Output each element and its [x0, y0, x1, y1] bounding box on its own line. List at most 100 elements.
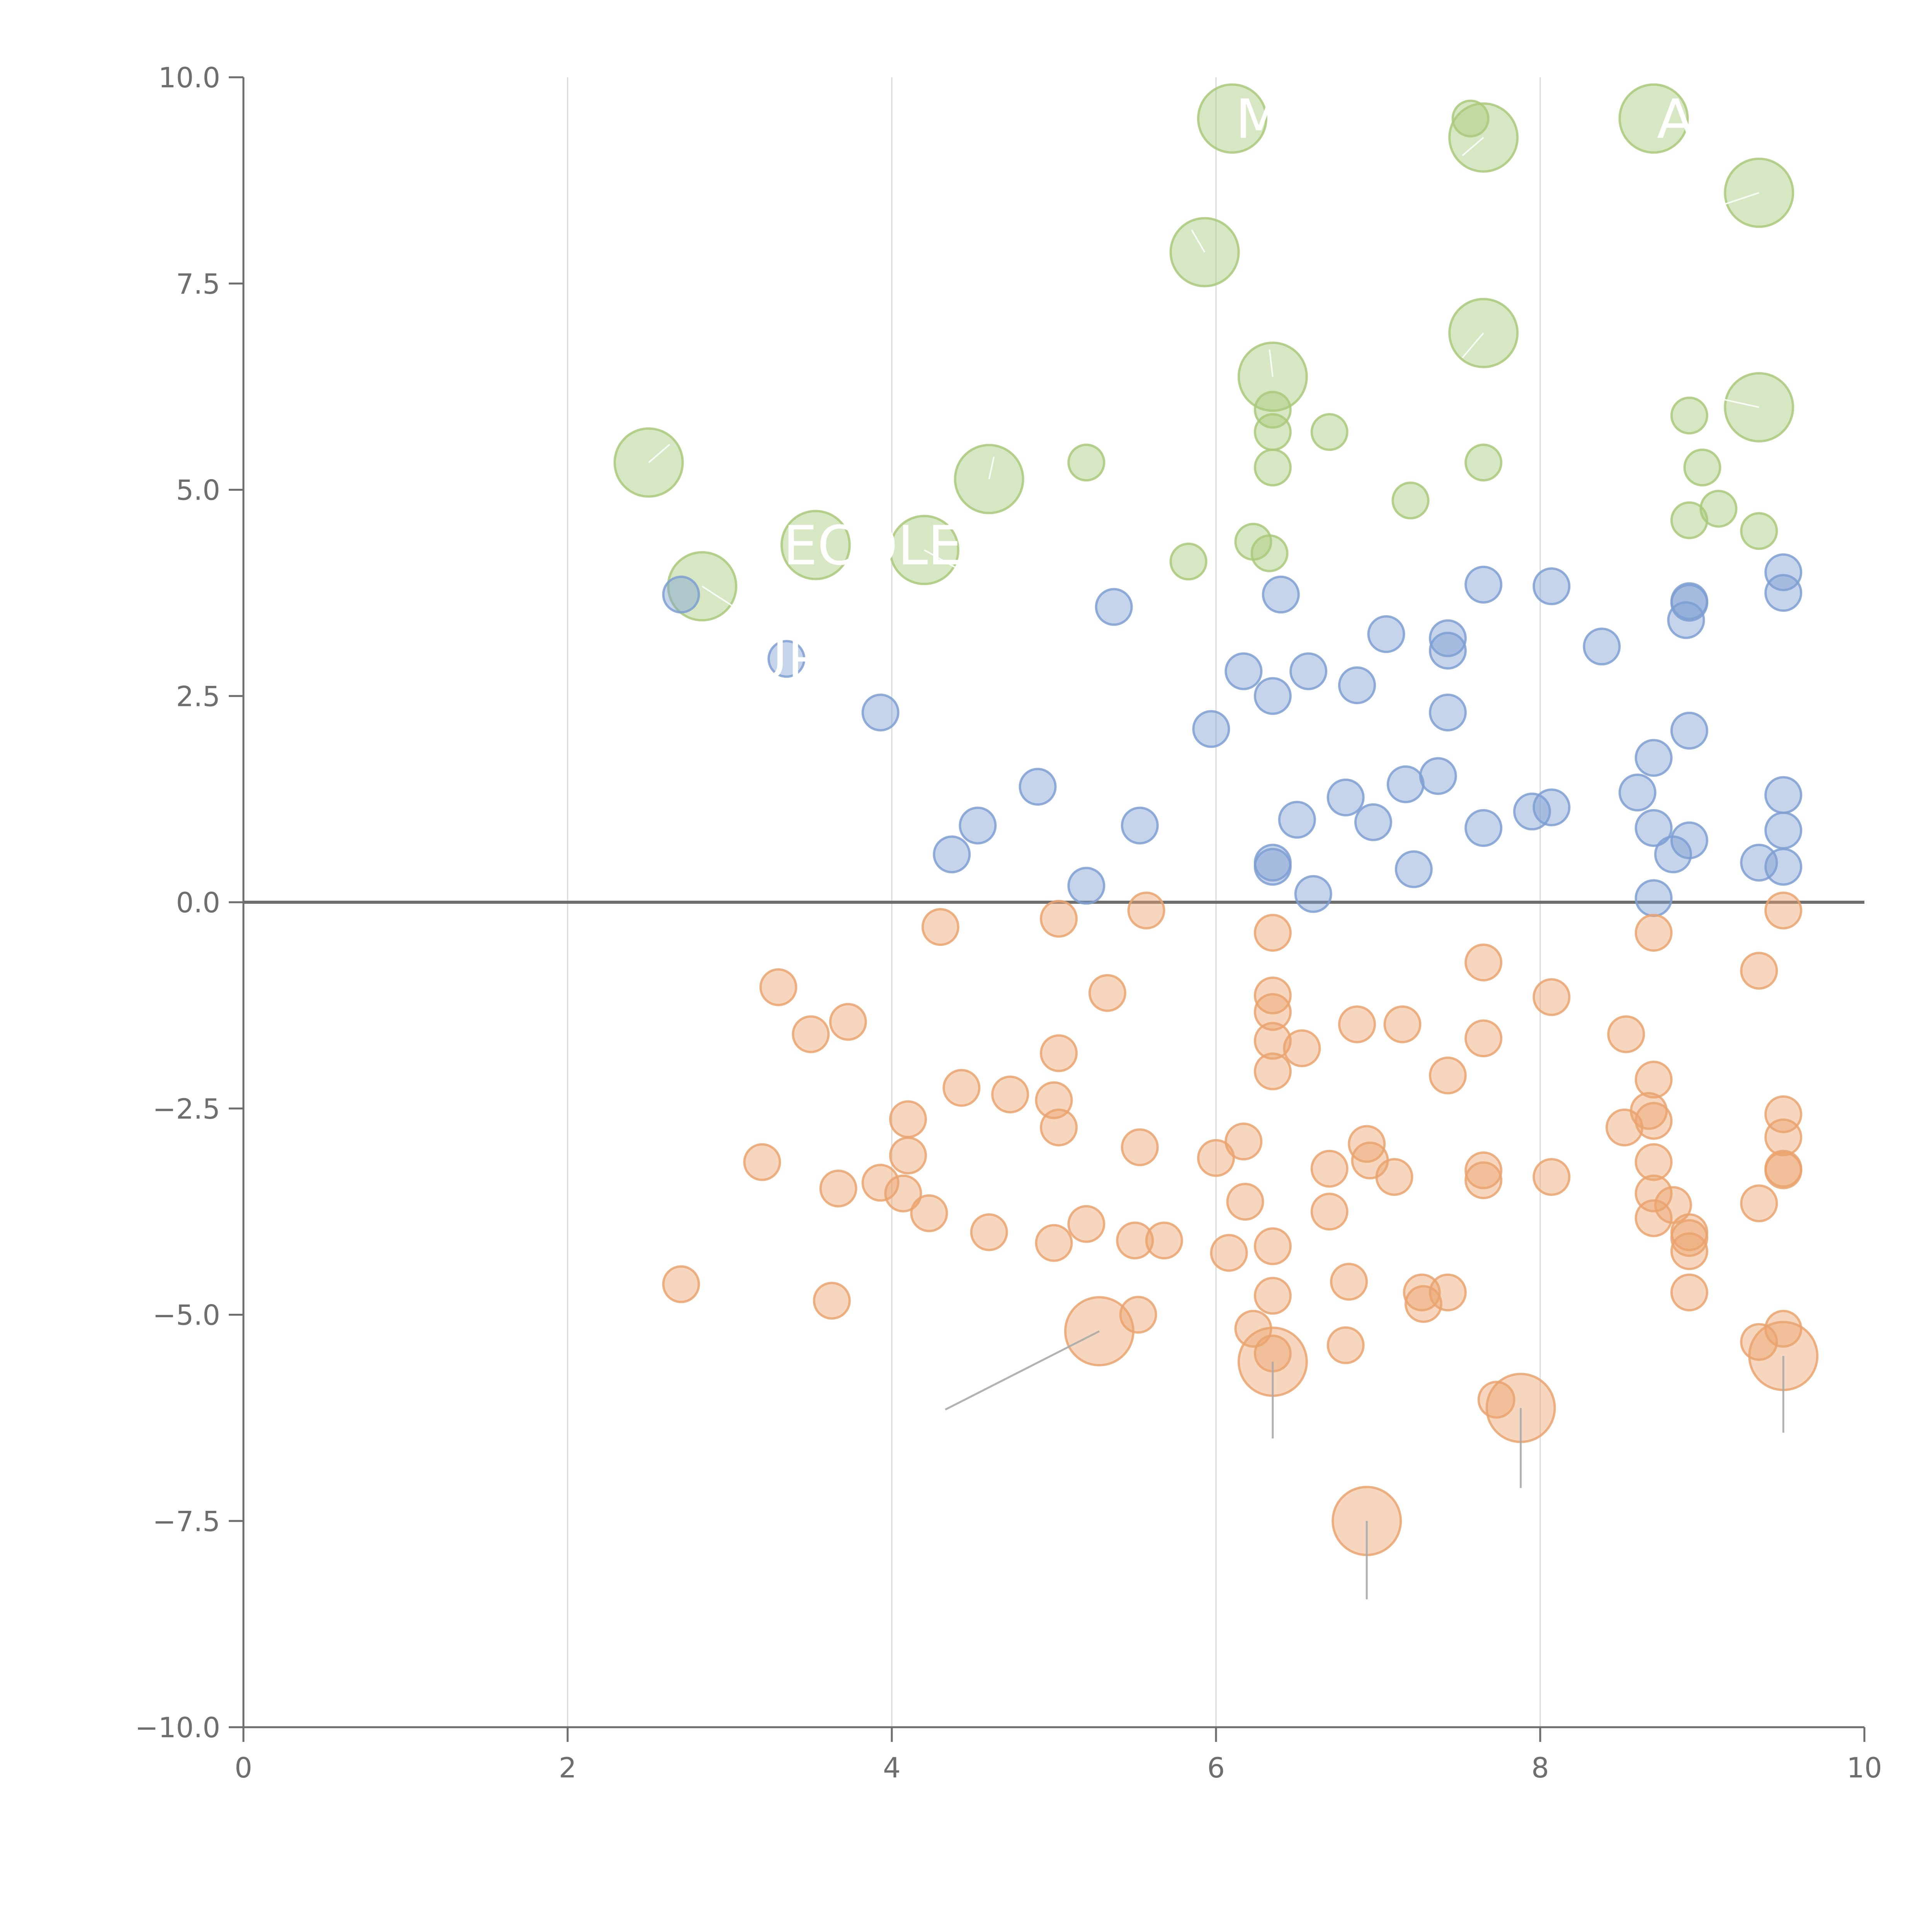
x-tick-label: 6	[1207, 1752, 1225, 1784]
y-tick-label: −5.0	[153, 1299, 220, 1332]
bubble-orange-80	[1764, 1310, 1803, 1348]
bubble-orange-5	[1634, 913, 1673, 952]
bubble-green-26	[1250, 534, 1289, 572]
x-tick-label: 2	[559, 1752, 577, 1784]
x-tick-label: 10	[1847, 1752, 1882, 1784]
bubble-orange-78	[1119, 1296, 1157, 1334]
bubble-orange-12	[1253, 993, 1292, 1031]
bubble-orange-10	[1253, 976, 1292, 1015]
bubble-blue-19	[861, 693, 900, 731]
bubble-blue-21	[1192, 710, 1230, 748]
bubble-orange-41	[743, 1143, 781, 1181]
bubble-orange-33	[1040, 1108, 1078, 1146]
y-tick-label: 2.5	[176, 680, 220, 713]
bubble-blue-11	[1429, 619, 1467, 657]
x-tick-label: 4	[883, 1752, 901, 1784]
leader-line-3	[1462, 332, 1484, 359]
bubble-blue-40	[933, 835, 971, 874]
bubble-orange-58	[1310, 1192, 1349, 1231]
bubble-blue-49	[1634, 879, 1673, 917]
bubble-orange-15	[1383, 1005, 1422, 1043]
bubble-blue-4	[1262, 575, 1300, 614]
bubble-orange-71	[662, 1265, 700, 1303]
bubble-label-a: A	[1657, 88, 1694, 151]
bubble-orange-43	[1310, 1150, 1349, 1188]
bubble-green-9	[1253, 391, 1292, 429]
bubble-blue-18	[1253, 677, 1292, 715]
bubble-blue-39	[1670, 821, 1708, 859]
bubble-green-12	[1670, 396, 1708, 435]
bubble-orange-34	[1764, 1118, 1803, 1156]
bubble-green-20	[1699, 490, 1738, 528]
bubble-green-15	[1067, 444, 1105, 482]
bubble-orange-68	[1670, 1232, 1708, 1270]
bubble-orange-70	[1330, 1263, 1368, 1301]
bubble-orange-26	[991, 1075, 1029, 1114]
bubble-blue-3	[662, 575, 700, 614]
bubble-green-19	[1391, 481, 1430, 520]
bubble-orange-19	[1464, 1019, 1503, 1058]
leader-line-6	[648, 444, 670, 463]
bubble-blue-29	[1327, 778, 1365, 816]
bubble-orange-46	[1464, 1151, 1503, 1189]
bubble-orange-54	[1226, 1183, 1264, 1221]
bubble-blue-41	[1654, 835, 1692, 874]
bubble-orange-55	[1740, 1184, 1778, 1223]
bubble-blue-43	[1740, 844, 1778, 882]
bubble-blue-23	[1634, 739, 1673, 777]
bubble-blue-33	[1354, 803, 1392, 841]
bubble-orange-45	[1764, 1151, 1803, 1189]
bubble-blue-37	[1634, 809, 1673, 847]
bubble-blue-31	[1513, 793, 1551, 831]
leader-line-1	[1462, 137, 1484, 156]
bubble-blue-26	[1386, 765, 1425, 803]
bubble-orange-2	[1040, 900, 1078, 938]
bubble-orange-52	[884, 1174, 922, 1213]
bubble-orange-59	[1634, 1199, 1673, 1237]
bubble-blue-17	[1338, 666, 1376, 704]
bubble-blue-35	[1121, 806, 1159, 845]
bubble-blue-28	[1764, 776, 1803, 814]
bubble-orange-23	[1429, 1056, 1467, 1095]
bubble-orange-83	[1327, 1326, 1365, 1364]
bubble-orange-14	[1338, 1005, 1376, 1043]
leader-line-4	[1269, 349, 1274, 377]
bubble-blue-13	[1429, 631, 1467, 670]
bubble-green-0	[1197, 83, 1267, 154]
bubble-orange-25	[942, 1069, 981, 1107]
bubble-orange-37	[1121, 1128, 1159, 1167]
bubble-orange-65	[1145, 1221, 1183, 1260]
y-tick-label: −2.5	[153, 1093, 220, 1125]
bubble-green-18	[1683, 448, 1721, 486]
bubble-orange-49	[1464, 1161, 1503, 1199]
bubble-label-m: M	[1235, 88, 1282, 151]
bubble-label-ecole: ECOLE	[783, 515, 962, 578]
x-tick-label: 0	[235, 1752, 252, 1784]
bubble-blue-48	[1294, 875, 1332, 913]
bubble-orange-75	[1253, 1277, 1292, 1315]
bubble-green-11	[1310, 413, 1349, 451]
bubble-blue-0	[1764, 553, 1803, 591]
bubble-blue-2	[1532, 567, 1571, 605]
bubble-orange-24	[1634, 1061, 1673, 1099]
bubble-green-3	[1618, 83, 1689, 154]
bubble-blue-20	[1429, 693, 1467, 731]
bubble-green-23	[780, 510, 851, 580]
bubble-orange-31	[1634, 1102, 1673, 1140]
leader-line-0	[1191, 229, 1206, 253]
bubble-orange-57	[910, 1194, 948, 1232]
bubble-orange-3	[921, 908, 959, 946]
bubble-orange-77	[1404, 1285, 1442, 1323]
leader-line-8	[923, 549, 957, 569]
bubble-orange-50	[861, 1163, 900, 1202]
bubble-blue-5	[1764, 574, 1803, 612]
bubble-orange-69	[1210, 1234, 1248, 1272]
bubble-orange-38	[889, 1136, 927, 1175]
bubble-orange-4	[1253, 913, 1292, 952]
bubble-orange-16	[792, 1015, 830, 1053]
bubble-orange-42	[1634, 1143, 1673, 1181]
bubble-orange-48	[1532, 1158, 1571, 1196]
bubble-orange-9	[1088, 974, 1126, 1012]
bubble-labels: M A ECOLE UR	[748, 88, 1694, 691]
